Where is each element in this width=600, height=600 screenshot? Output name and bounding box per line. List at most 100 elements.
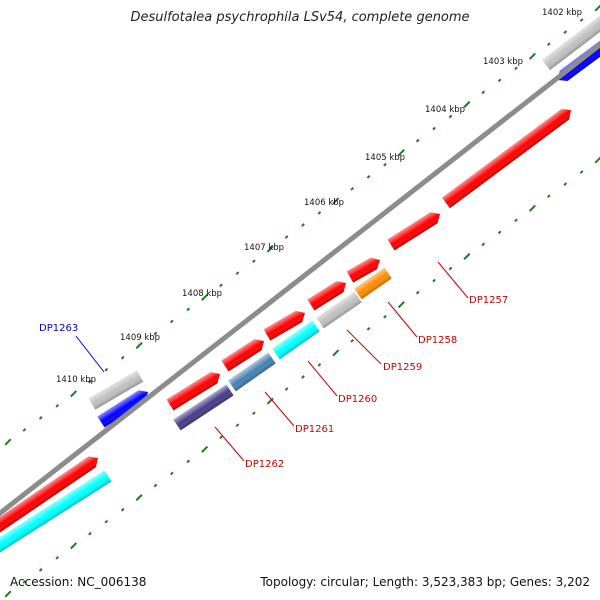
inner-tick bbox=[317, 363, 322, 367]
inner-tick bbox=[463, 252, 471, 260]
callout-line bbox=[214, 426, 245, 462]
inner-tick bbox=[55, 556, 59, 560]
genome-summary-text: Topology: circular; Length: 3,523,383 bp… bbox=[260, 575, 590, 589]
gene-bar-red bbox=[442, 108, 571, 209]
inner-tick bbox=[104, 519, 109, 524]
gene-bar-red bbox=[166, 372, 221, 411]
inner-tick-marks bbox=[4, 156, 600, 598]
kbp-label: 1405 kbp bbox=[365, 153, 405, 163]
outer-tick bbox=[22, 428, 27, 432]
outer-tick bbox=[70, 390, 78, 398]
gene-bar-dp1259 bbox=[316, 291, 362, 329]
inner-tick bbox=[448, 266, 453, 271]
kbp-label: 1402 kbp bbox=[542, 8, 582, 18]
outer-tick bbox=[481, 90, 486, 95]
outer-tick bbox=[135, 342, 143, 350]
inner-tick bbox=[432, 278, 436, 283]
callout-line bbox=[437, 261, 469, 299]
outer-tick bbox=[88, 379, 92, 384]
inner-tick bbox=[170, 471, 174, 476]
inner-tick bbox=[70, 542, 78, 550]
gene-bar-cyan bbox=[0, 470, 112, 554]
backbone-line bbox=[0, 41, 600, 517]
kbp-label: 1404 kbp bbox=[425, 105, 465, 115]
outer-tick bbox=[266, 245, 274, 253]
gene-label-dp1260: DP1260 bbox=[338, 394, 377, 405]
gene-label-dp1259: DP1259 bbox=[383, 362, 422, 373]
gene-bar-red bbox=[307, 281, 347, 311]
outer-tick bbox=[448, 114, 453, 119]
outer-tick bbox=[563, 30, 568, 34]
inner-tick bbox=[497, 230, 502, 235]
inner-tick bbox=[22, 580, 27, 584]
inner-tick bbox=[235, 423, 240, 428]
gene-label-dp1261: DP1261 bbox=[295, 424, 334, 435]
kbp-label: 1403 kbp bbox=[483, 57, 523, 67]
map-title: Desulfotalea psychrophila LSv54, complet… bbox=[130, 10, 470, 25]
outer-tick bbox=[383, 162, 387, 167]
callout-line bbox=[346, 329, 382, 365]
outer-tick bbox=[252, 259, 256, 263]
outer-tick bbox=[4, 438, 12, 446]
inner-tick bbox=[332, 349, 340, 357]
gene-bar-red bbox=[221, 339, 264, 372]
gene-bar-red bbox=[346, 257, 381, 283]
inner-tick bbox=[594, 156, 600, 164]
outer-tick bbox=[579, 18, 584, 22]
outer-tick bbox=[528, 52, 536, 60]
gene-bar-gray bbox=[88, 370, 144, 410]
inner-tick bbox=[579, 170, 584, 174]
inner-tick bbox=[4, 590, 12, 598]
outer-tick bbox=[332, 197, 340, 205]
outer-tick bbox=[432, 126, 436, 131]
inner-tick bbox=[563, 182, 568, 186]
inner-tick bbox=[120, 507, 125, 512]
outer-tick bbox=[350, 187, 354, 191]
gene-bar-dp1262 bbox=[173, 384, 234, 431]
outer-tick bbox=[301, 223, 305, 227]
outer-tick bbox=[415, 138, 420, 143]
outer-tick bbox=[463, 100, 471, 108]
kbp-label: 1410 kbp bbox=[56, 375, 96, 385]
gene-bar-red bbox=[0, 456, 98, 534]
outer-tick bbox=[514, 66, 518, 71]
outer-tick-marks bbox=[4, 4, 600, 446]
callout-line bbox=[264, 391, 295, 427]
inner-tick bbox=[415, 290, 420, 295]
outer-tick bbox=[547, 42, 551, 46]
inner-tick bbox=[219, 435, 223, 440]
gene-label-dp1257: DP1257 bbox=[469, 295, 508, 306]
outer-tick bbox=[594, 4, 600, 12]
kbp-label: 1408 kbp bbox=[182, 289, 222, 299]
inner-tick bbox=[547, 194, 551, 198]
outer-tick bbox=[120, 355, 125, 360]
gene-bar-red bbox=[387, 212, 441, 251]
outer-tick bbox=[104, 367, 109, 372]
kbp-label: 1406 kbp bbox=[304, 198, 344, 208]
gene-callouts: DP1257 DP1258 DP1259 DP1260 DP1261 DP1262 DP12… bbox=[39, 261, 508, 470]
inner-tick bbox=[135, 494, 143, 502]
outer-tick bbox=[317, 211, 322, 215]
outer-tick bbox=[284, 235, 289, 239]
inner-tick bbox=[397, 301, 405, 309]
outer-tick bbox=[38, 416, 43, 420]
outer-tick bbox=[186, 307, 191, 312]
gene-bar-red bbox=[263, 310, 306, 341]
outer-tick bbox=[397, 149, 405, 157]
inner-tick bbox=[383, 314, 387, 319]
gene-bar-dp1261 bbox=[228, 352, 276, 392]
inner-tick bbox=[252, 411, 256, 415]
inner-tick bbox=[186, 459, 191, 464]
outer-tick bbox=[219, 283, 223, 288]
inner-tick bbox=[481, 242, 486, 247]
inner-tick bbox=[301, 375, 305, 379]
inner-tick bbox=[266, 397, 274, 405]
gene-bar-dp1260 bbox=[272, 320, 320, 360]
outer-tick bbox=[55, 404, 59, 408]
inner-tick bbox=[528, 204, 536, 212]
gene-label-dp1258: DP1258 bbox=[418, 335, 457, 346]
outer-tick bbox=[366, 174, 371, 179]
outer-tick bbox=[170, 319, 174, 324]
outer-tick bbox=[497, 78, 502, 83]
